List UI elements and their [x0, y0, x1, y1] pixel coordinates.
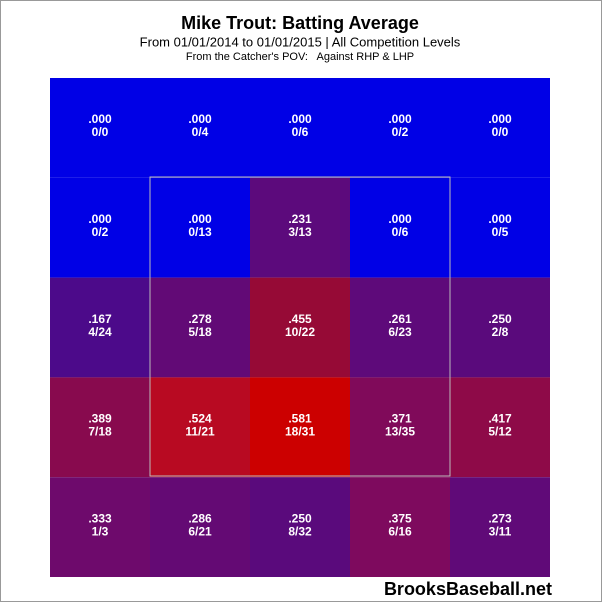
- cell-average: .581: [288, 412, 312, 426]
- cell-average: .333: [88, 511, 112, 525]
- heat-cell: [250, 78, 350, 178]
- heat-cell: [350, 377, 450, 478]
- heat-cell: [150, 78, 250, 178]
- cell-average: .000: [288, 112, 312, 126]
- cell-average: .250: [488, 312, 512, 326]
- heat-cell: [50, 78, 150, 178]
- cell-average: .000: [488, 112, 512, 126]
- cell-count: 6/16: [388, 524, 412, 538]
- heat-cell: [150, 477, 250, 577]
- cell-average: .389: [88, 412, 112, 426]
- cell-count: 18/31: [285, 425, 315, 439]
- cell-average: .167: [88, 312, 112, 326]
- heat-cell: [150, 277, 250, 378]
- cell-count: 3/11: [489, 524, 512, 538]
- heat-cell: [250, 377, 350, 478]
- cell-count: 6/21: [188, 524, 212, 538]
- heat-cell: [450, 377, 550, 478]
- heat-cell: [50, 377, 150, 478]
- heat-cell: [350, 78, 450, 178]
- cell-average: .273: [488, 511, 512, 525]
- heat-cell: [250, 477, 350, 577]
- cell-count: 5/12: [488, 425, 512, 439]
- cell-average: .286: [188, 511, 212, 525]
- cell-average: .000: [88, 212, 112, 226]
- heat-cell: [450, 477, 550, 577]
- heat-cell: [350, 277, 450, 378]
- cell-count: 3/13: [288, 225, 312, 239]
- cell-count: 10/22: [285, 325, 315, 339]
- cell-count: 0/6: [392, 225, 409, 239]
- heat-cell: [50, 277, 150, 378]
- cell-average: .524: [188, 412, 212, 426]
- cell-count: 0/13: [188, 225, 212, 239]
- cell-count: 2/8: [492, 325, 509, 339]
- cell-count: 0/4: [192, 125, 209, 139]
- heat-cell: [450, 78, 550, 178]
- cell-count: 0/5: [492, 225, 509, 239]
- heat-cell: [250, 177, 350, 278]
- heat-cell: [450, 177, 550, 278]
- cell-average: .231: [288, 212, 312, 226]
- cell-average: .000: [188, 112, 212, 126]
- cell-average: .261: [388, 312, 412, 326]
- cell-average: .000: [188, 212, 212, 226]
- cell-count: 5/18: [188, 325, 212, 339]
- cell-average: .455: [288, 312, 312, 326]
- source: BrooksBaseball.net: [384, 579, 552, 599]
- cell-count: 11/21: [185, 425, 215, 439]
- heat-cell: [50, 177, 150, 278]
- cell-count: 0/2: [392, 125, 409, 139]
- chart-title: Mike Trout: Batting Average: [181, 13, 419, 33]
- cell-count: 0/6: [292, 125, 309, 139]
- chart-note: From the Catcher's POV: Against RHP & LH…: [186, 51, 414, 63]
- cell-average: .375: [388, 511, 412, 525]
- heat-cell: [350, 177, 450, 278]
- cell-average: .371: [388, 412, 412, 426]
- chart-subtitle: From 01/01/2014 to 01/01/2015 | All Comp…: [140, 34, 461, 49]
- cell-average: .000: [88, 112, 112, 126]
- cell-count: 7/18: [88, 425, 112, 439]
- heat-cell: [350, 477, 450, 577]
- cell-count: 8/32: [288, 524, 312, 538]
- cell-count: 4/24: [88, 325, 112, 339]
- cell-count: 0/0: [92, 125, 109, 139]
- cell-average: .000: [388, 212, 412, 226]
- strike-zone: [149, 176, 451, 477]
- cell-average: .000: [488, 212, 512, 226]
- cell-count: 1/3: [92, 524, 109, 538]
- cell-average: .000: [388, 112, 412, 126]
- heat-cell: [250, 277, 350, 378]
- heat-cell: [450, 277, 550, 378]
- cell-count: 6/23: [388, 325, 412, 339]
- cell-count: 0/2: [92, 225, 109, 239]
- heat-cell: [150, 377, 250, 478]
- heat-cell: [50, 477, 150, 577]
- cell-average: .250: [288, 511, 312, 525]
- cell-average: .417: [488, 412, 512, 426]
- heat-cell: [150, 177, 250, 278]
- cell-count: 0/0: [492, 125, 509, 139]
- cell-count: 13/35: [385, 425, 415, 439]
- cell-average: .278: [188, 312, 212, 326]
